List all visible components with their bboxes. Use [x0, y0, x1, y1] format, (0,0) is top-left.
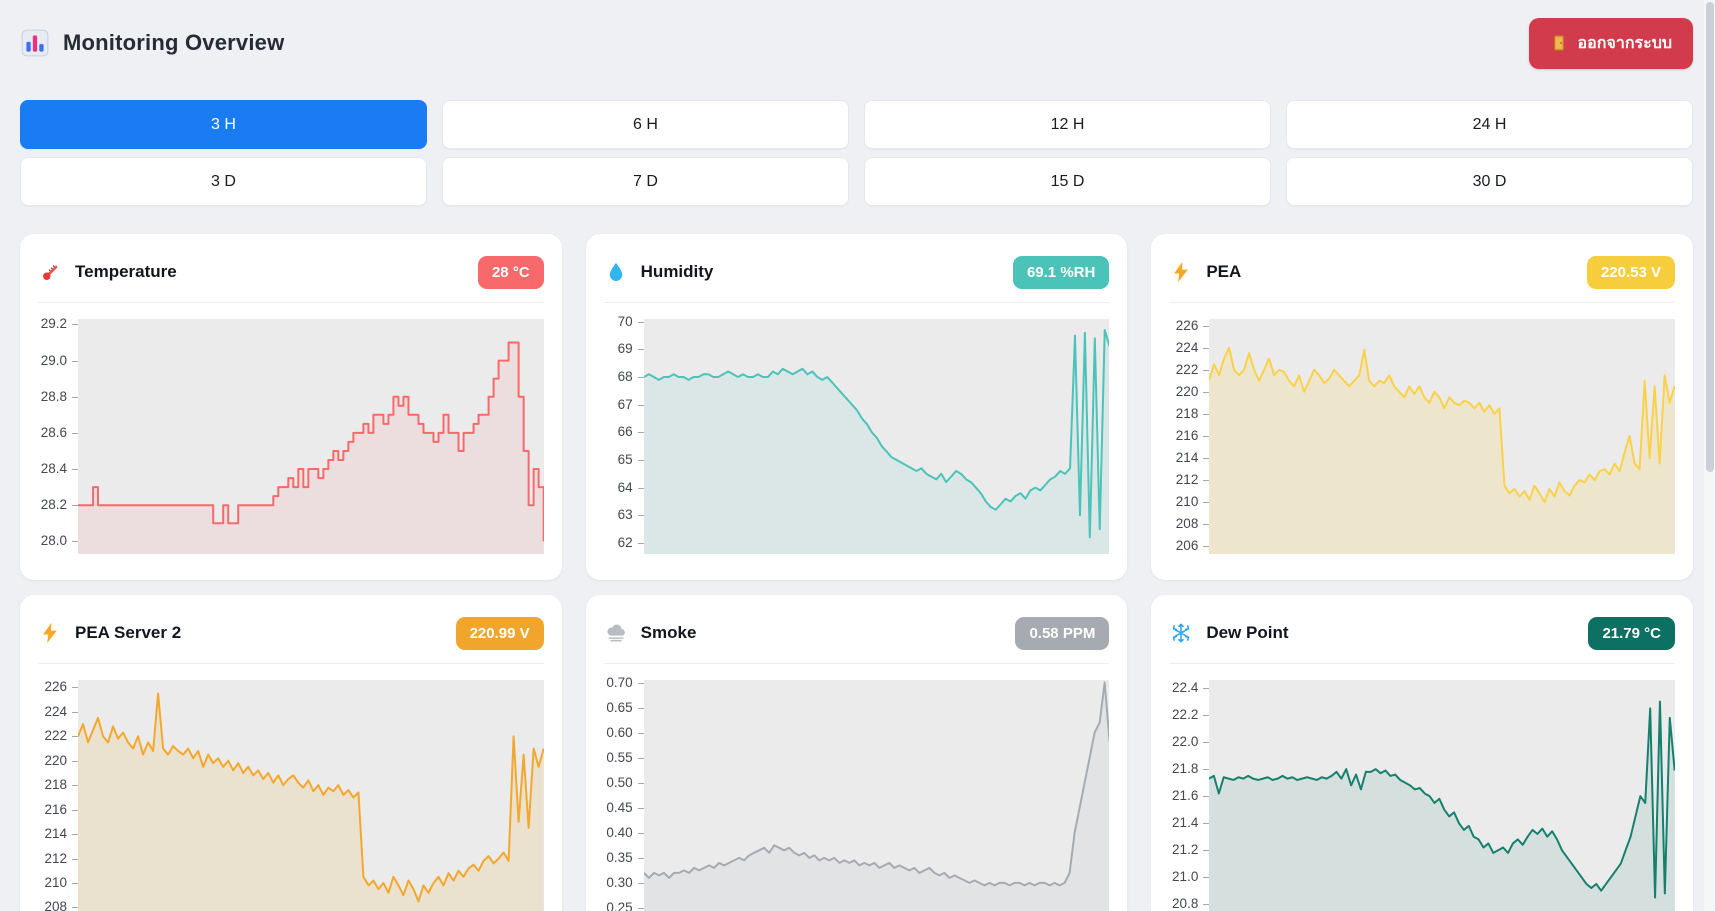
plot-area: [78, 319, 544, 554]
smoke-chart: 0.70 0.65 0.60 0.55 0.50 0.45 0.40 0.35 0.30 0.25…: [604, 675, 1110, 911]
card-title: Dew Point: [1206, 623, 1289, 642]
plot-area: [1209, 319, 1675, 554]
time-range-button-6h[interactable]: 6 H: [442, 100, 849, 149]
y-axis-ticks: 0.70 0.65 0.60 0.55 0.50 0.45 0.40 0.35 0.30 0.25…: [604, 675, 644, 911]
y-axis-ticks: 29.2 29.0 28.8 28.6 28.4 28.2 28.0: [38, 316, 78, 554]
scrollbar-thumb[interactable]: [1705, 2, 1714, 472]
pea-chart: 226 224 222 220 218 216 214 212 210 208 206: [1169, 318, 1675, 554]
time-range-button-3d[interactable]: 3 D: [20, 157, 427, 206]
time-range-button-30d[interactable]: 30 D: [1286, 157, 1693, 206]
card-humidity: Humidity 69.1 %RH 70 69 68 67 66 65 64 63 62: [585, 234, 1128, 580]
card-title: Temperature: [75, 262, 177, 281]
logout-label: ออกจากระบบ: [1577, 34, 1672, 52]
plot-area: [1209, 680, 1675, 911]
card-header: PEA 220.53 V: [1169, 254, 1675, 290]
card-title: Smoke: [640, 623, 697, 642]
door-icon: [1550, 34, 1568, 52]
status-badge: 220.99 V: [455, 616, 544, 650]
water-drop-icon: [604, 260, 628, 284]
page-title: Monitoring Overview: [63, 30, 285, 55]
dew-point-chart: 22.422.222.021.821.621.421.221.020.820.6: [1169, 680, 1675, 911]
card-pea: PEA 220.53 V 226 224 222 220 218 216 214 212 210…: [1151, 234, 1693, 580]
status-badge: 21.79 °C: [1588, 616, 1675, 650]
card-title: Humidity: [640, 262, 714, 281]
y-axis-ticks: 70 69 68 67 66 65 64 63 62: [604, 314, 644, 554]
time-range-button-7d[interactable]: 7 D: [442, 157, 849, 206]
time-range-button-15d[interactable]: 15 D: [864, 157, 1271, 206]
snowflake-icon: [1169, 621, 1193, 645]
thermometer-icon: [38, 260, 62, 284]
plot-area: [643, 680, 1110, 911]
card-title: PEA Server 2: [75, 623, 182, 642]
card-title: PEA: [1206, 262, 1242, 281]
status-badge: 69.1 %RH: [1012, 255, 1110, 289]
divider: [1169, 663, 1675, 664]
card-header: Humidity 69.1 %RH: [604, 254, 1110, 290]
divider: [38, 663, 544, 664]
time-range-button-24h[interactable]: 24 H: [1286, 100, 1693, 149]
time-range-selector: 3 H 6 H 12 H 24 H 3 D 7 D 15 D 30 D: [20, 100, 1693, 206]
sensor-cards-grid: Temperature 28 °C 29.2 29.0 28.8 28.6 28.4 28…: [20, 234, 1693, 911]
status-badge: 0.58 PPM: [1015, 616, 1110, 650]
card-temperature: Temperature 28 °C 29.2 29.0 28.8 28.6 28.4 28…: [20, 234, 562, 580]
temperature-chart: 29.2 29.0 28.8 28.6 28.4 28.2 28.0: [38, 316, 544, 554]
lightning-bolt-icon: [1169, 260, 1193, 284]
fog-icon: [604, 621, 628, 645]
scrollbar[interactable]: [1704, 0, 1715, 911]
y-axis-ticks: 22.422.222.021.821.621.421.221.020.820.6: [1169, 680, 1210, 911]
status-badge: 28 °C: [477, 255, 544, 289]
divider: [603, 302, 1110, 303]
divider: [603, 663, 1110, 664]
divider: [1169, 302, 1675, 303]
card-dew-point: Dew Point 21.79 °C 22.4 22.2 22.0 21.8 21.6 2…: [1151, 595, 1693, 911]
card-header: Temperature 28 °C: [38, 254, 544, 290]
status-badge: 220.53 V: [1586, 255, 1675, 289]
card-pea-server-2: PEA Server 2 220.99 V 226 224 222 220 218 216…: [20, 595, 562, 911]
plot-area: [78, 680, 544, 911]
card-header: Dew Point 21.79 °C: [1169, 615, 1675, 651]
logout-button[interactable]: ออกจากระบบ: [1528, 17, 1693, 69]
card-header: PEA Server 2 220.99 V: [38, 615, 544, 651]
time-range-button-12h[interactable]: 12 H: [864, 100, 1271, 149]
plot-area: [643, 319, 1110, 554]
lightning-bolt-icon: [38, 621, 62, 645]
card-smoke: Smoke 0.58 PPM 0.70 0.65 0.60 0.55 0.50 0.45 0…: [585, 595, 1128, 911]
bar-chart-icon: [20, 28, 50, 58]
divider: [38, 302, 544, 303]
card-header: Smoke 0.58 PPM: [604, 615, 1110, 651]
humidity-chart: 70 69 68 67 66 65 64 63 62: [604, 314, 1110, 554]
time-range-button-3h[interactable]: 3 H: [20, 100, 427, 149]
top-bar: Monitoring Overview ออกจากระบบ: [20, 14, 1693, 72]
